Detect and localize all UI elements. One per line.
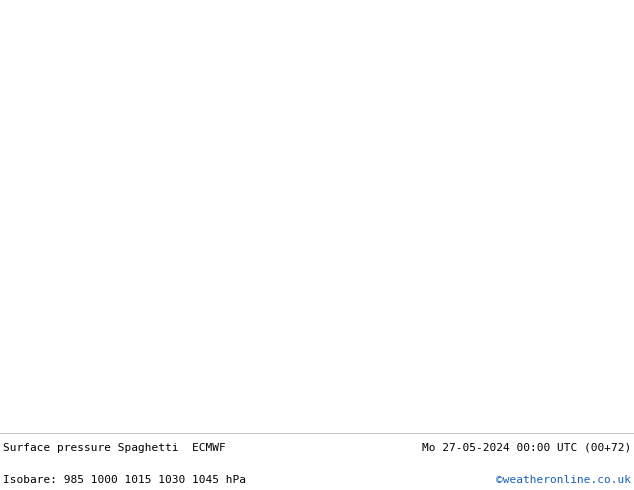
Text: Mo 27-05-2024 00:00 UTC (00+72): Mo 27-05-2024 00:00 UTC (00+72) <box>422 442 631 453</box>
Text: Surface pressure Spaghetti  ECMWF: Surface pressure Spaghetti ECMWF <box>3 442 226 453</box>
Text: ©weatheronline.co.uk: ©weatheronline.co.uk <box>496 475 631 486</box>
Text: Isobare: 985 1000 1015 1030 1045 hPa: Isobare: 985 1000 1015 1030 1045 hPa <box>3 475 246 486</box>
